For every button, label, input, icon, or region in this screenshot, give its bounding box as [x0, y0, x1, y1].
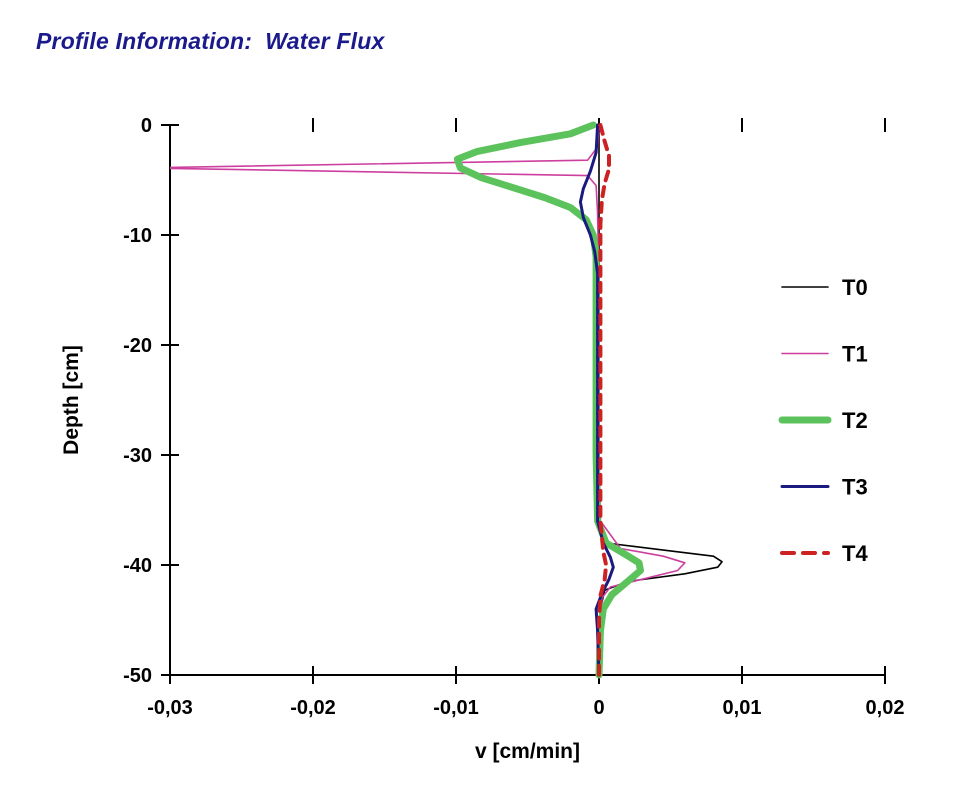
x-tick-label: -0,03	[147, 697, 193, 719]
x-tick-label: -0,01	[433, 697, 479, 719]
page-title: Profile Information: Water Flux	[36, 28, 385, 54]
legend-label-T3: T3	[842, 475, 868, 500]
legend-label-T1: T1	[842, 342, 868, 367]
x-tick-label: 0,01	[723, 697, 762, 719]
y-tick-label: -30	[123, 445, 152, 467]
x-tick-label: 0,02	[866, 697, 905, 719]
legend-label-T2: T2	[842, 408, 868, 433]
legend: T0 T1 T2 T3 T4	[778, 275, 868, 566]
series-T2	[453, 121, 644, 679]
legend-label-T4: T4	[842, 541, 868, 566]
x-tick-label: -0,02	[290, 697, 336, 719]
y-axis-title: Depth [cm]	[60, 345, 83, 455]
legend-label-T0: T0	[842, 275, 868, 300]
y-tick-label: -50	[123, 665, 152, 687]
x-axis-title: v [cm/min]	[475, 740, 580, 763]
y-tick-label: -10	[123, 225, 152, 247]
x-tick-label: 0	[593, 697, 604, 719]
y-tick-label: 0	[141, 115, 152, 137]
y-tick-label: -40	[123, 555, 152, 577]
y-tick-label: -20	[123, 335, 152, 357]
series-T4	[597, 123, 611, 677]
series-group	[170, 121, 723, 679]
